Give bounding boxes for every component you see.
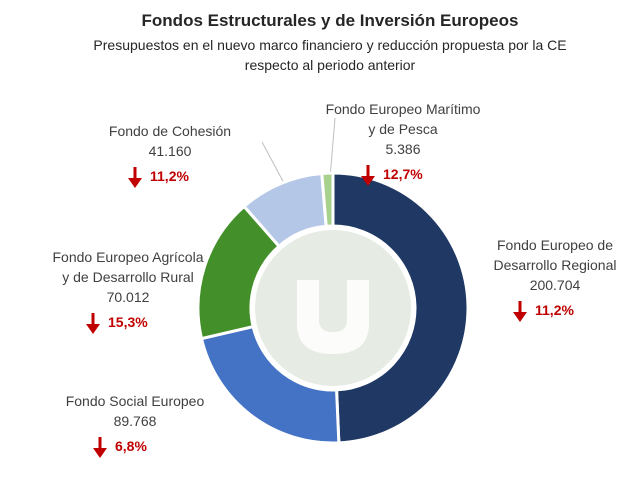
value-label: 200.704 <box>530 277 581 293</box>
value-label: 70.012 <box>107 289 150 305</box>
category-label: Fondo Europeo Marítimo y de Pesca <box>326 101 481 137</box>
chart-subtitle: Presupuestos en el nuevo marco financier… <box>93 37 566 73</box>
reduction-label: 12,7% <box>383 166 423 182</box>
down-arrow-head <box>86 324 100 334</box>
donut-slice <box>320 171 335 228</box>
reduction-label: 11,2% <box>150 168 189 184</box>
center-logo-bg <box>255 230 411 386</box>
category-label: Fondo Europeo de Desarrollo Regional <box>494 237 617 273</box>
down-arrow-head <box>361 176 375 186</box>
down-arrow-head <box>93 448 107 458</box>
logo <box>297 280 369 354</box>
reduction-label: 15,3% <box>108 314 148 330</box>
leader-line <box>329 117 336 179</box>
value-label: 41.160 <box>149 143 192 159</box>
down-arrow-head <box>513 312 527 322</box>
leader-line <box>261 141 286 186</box>
category-label: Fondo Europeo Agrícola y de Desarrollo Ru… <box>53 249 204 285</box>
reduction-label: 11,2% <box>535 302 574 318</box>
reduction-label: 6,8% <box>115 438 147 454</box>
chart-title: Fondos Estructurales y de Inversión Euro… <box>142 11 519 30</box>
donut-slice <box>331 171 470 445</box>
down-arrow-head <box>128 178 142 188</box>
value-label: 89.768 <box>114 413 157 429</box>
category-label: Fondo Social Europeo <box>66 393 205 409</box>
category-label: Fondo de Cohesión <box>109 123 231 139</box>
value-label: 5.386 <box>385 141 420 157</box>
